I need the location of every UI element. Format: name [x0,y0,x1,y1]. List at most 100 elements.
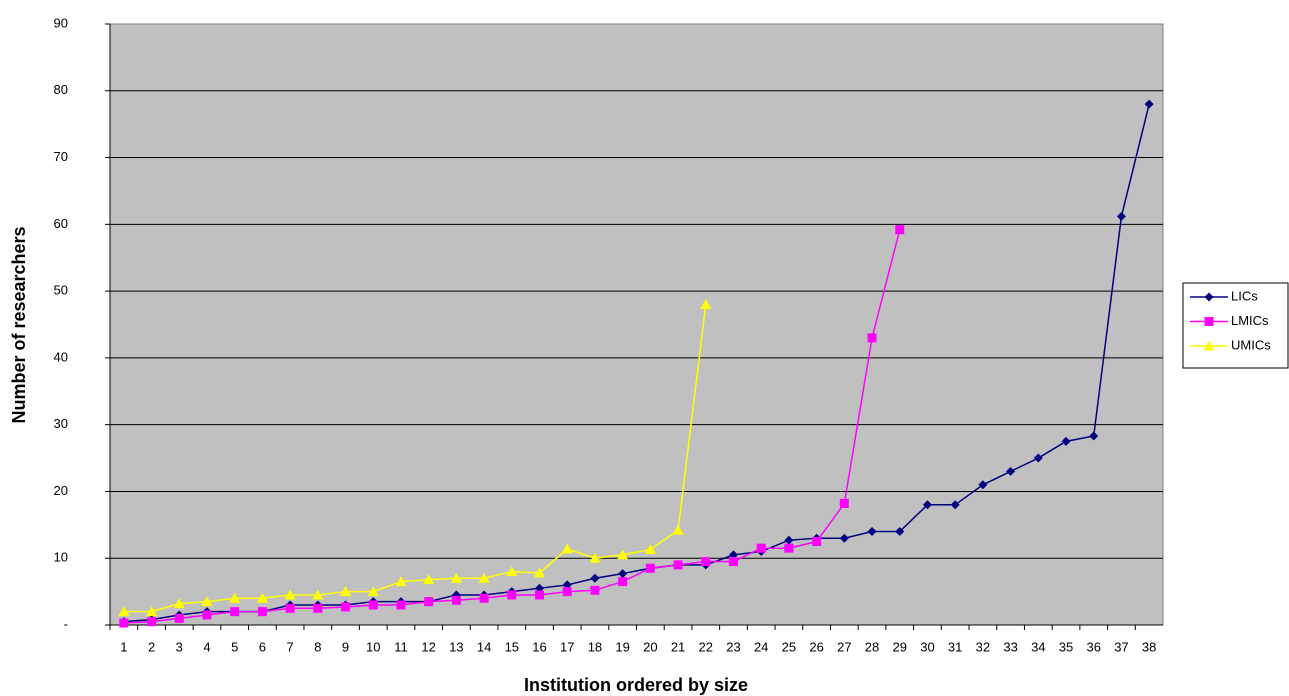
marker [396,600,406,610]
x-tick-label: 4 [203,639,210,654]
x-tick-label: 30 [920,639,934,654]
y-tick-label: 90 [54,15,68,30]
marker [700,298,712,309]
marker [201,596,213,607]
marker [1116,211,1126,221]
y-tick-label: 20 [54,483,68,498]
x-tick-label: 1 [120,639,127,654]
x-tick-label: 32 [976,639,990,654]
marker [367,586,379,597]
legend-label: LICs [1231,288,1258,303]
marker [701,557,711,567]
marker [312,589,324,600]
marker [424,597,434,607]
x-tick-label: 12 [421,639,435,654]
y-axis-title: Number of researchers [9,226,29,423]
marker [229,592,241,603]
series-line [123,304,707,613]
x-tick-label: 25 [782,639,796,654]
y-tick-label: - [64,616,68,631]
marker [146,606,158,617]
marker [423,574,435,585]
marker [257,607,267,617]
x-tick-label: 24 [754,639,768,654]
marker [561,543,573,554]
x-tick-label: 37 [1114,639,1128,654]
x-tick-label: 23 [726,639,740,654]
marker [451,595,461,605]
marker [590,573,600,583]
marker [812,537,822,547]
marker [644,544,656,555]
marker [507,590,517,600]
marker [341,602,351,612]
marker [478,572,490,583]
x-tick-label: 22 [699,639,713,654]
x-tick-label: 34 [1031,639,1045,654]
marker [368,600,378,610]
x-tick-label: 2 [148,639,155,654]
plot-area [109,23,1164,626]
x-tick-label: 9 [342,639,349,654]
y-tick-label: 30 [54,416,68,431]
y-tick-label: 60 [54,216,68,231]
marker [118,606,130,617]
marker [756,543,766,553]
x-tick-label: 17 [560,639,574,654]
x-tick-label: 38 [1142,639,1156,654]
marker [867,333,877,343]
x-tick-label: 31 [948,639,962,654]
marker [534,567,546,578]
marker [1089,431,1099,441]
marker [256,592,268,603]
marker [285,603,295,613]
x-tick-label: 10 [366,639,380,654]
x-tick-label: 20 [643,639,657,654]
y-tick-label: 50 [54,283,68,298]
marker [395,576,407,587]
marker [230,607,240,617]
marker [617,549,629,560]
x-tick-label: 16 [532,639,546,654]
x-tick-label: 3 [176,639,183,654]
marker [867,527,877,537]
x-tick-label: 33 [1003,639,1017,654]
marker [922,500,932,510]
x-tick-label: 28 [865,639,879,654]
marker [589,552,601,563]
marker [1204,317,1214,326]
marker [174,613,184,623]
marker [535,590,545,600]
marker [1144,99,1154,109]
x-tick-label: 14 [477,639,491,654]
x-tick-label: 27 [837,639,851,654]
marker [672,524,684,535]
x-tick-label: 6 [259,639,266,654]
x-tick-label: 19 [615,639,629,654]
marker [728,557,738,567]
x-tick-label: 5 [231,639,238,654]
y-tick-label: 70 [54,149,68,164]
marker [590,585,600,595]
x-tick-label: 7 [287,639,294,654]
marker [784,543,794,553]
x-tick-label: 35 [1059,639,1073,654]
y-tick-label: 40 [54,349,68,364]
marker [1033,453,1043,463]
x-tick-label: 8 [314,639,321,654]
x-tick-label: 21 [671,639,685,654]
marker [479,593,489,603]
marker [506,566,518,577]
marker [1204,292,1214,302]
marker [673,560,683,570]
x-tick-label: 15 [505,639,519,654]
marker [645,563,655,573]
marker [950,500,960,510]
marker [895,527,905,537]
marker [284,589,296,600]
y-tick-label: 80 [54,82,68,97]
marker [340,586,352,597]
marker [562,587,572,597]
marker [618,569,628,579]
